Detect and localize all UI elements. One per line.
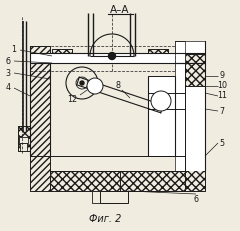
Text: 3: 3 — [6, 69, 11, 77]
Bar — [185, 41, 205, 191]
Bar — [148, 49, 168, 63]
Text: А–А: А–А — [110, 5, 130, 15]
Bar — [148, 49, 168, 63]
Circle shape — [151, 91, 171, 111]
Text: 10: 10 — [217, 82, 227, 91]
Bar — [100, 191, 128, 203]
Bar — [148, 76, 175, 156]
Bar — [175, 41, 205, 61]
Text: 12: 12 — [67, 94, 77, 103]
Bar — [50, 171, 195, 191]
Text: 8: 8 — [115, 82, 120, 91]
Bar — [185, 54, 205, 86]
Bar — [30, 156, 50, 191]
Bar — [18, 126, 30, 151]
Bar — [120, 171, 185, 191]
Bar — [20, 143, 27, 151]
Bar — [185, 41, 205, 171]
Text: 7: 7 — [219, 106, 225, 116]
Bar — [30, 53, 205, 63]
Bar — [92, 191, 120, 203]
Text: 9: 9 — [219, 72, 225, 80]
Bar — [30, 46, 50, 156]
Text: 5: 5 — [219, 139, 225, 148]
Bar — [185, 54, 205, 86]
Text: 6: 6 — [193, 195, 198, 204]
Text: 4: 4 — [6, 83, 11, 92]
Bar — [30, 156, 50, 191]
Bar — [19, 137, 28, 143]
Bar — [18, 126, 30, 151]
Bar — [88, 53, 134, 61]
Bar — [175, 41, 205, 61]
Text: 11: 11 — [217, 91, 227, 100]
Text: Фиг. 2: Фиг. 2 — [89, 214, 121, 224]
Text: б: б — [6, 57, 11, 66]
Bar — [52, 49, 72, 63]
Bar — [50, 171, 195, 191]
Bar — [120, 171, 185, 191]
Bar — [30, 46, 50, 156]
Circle shape — [80, 81, 84, 85]
Circle shape — [87, 78, 103, 94]
Text: 1: 1 — [12, 46, 17, 55]
Bar — [175, 41, 185, 171]
Bar — [185, 41, 205, 191]
Bar — [52, 49, 72, 63]
Circle shape — [108, 52, 115, 60]
